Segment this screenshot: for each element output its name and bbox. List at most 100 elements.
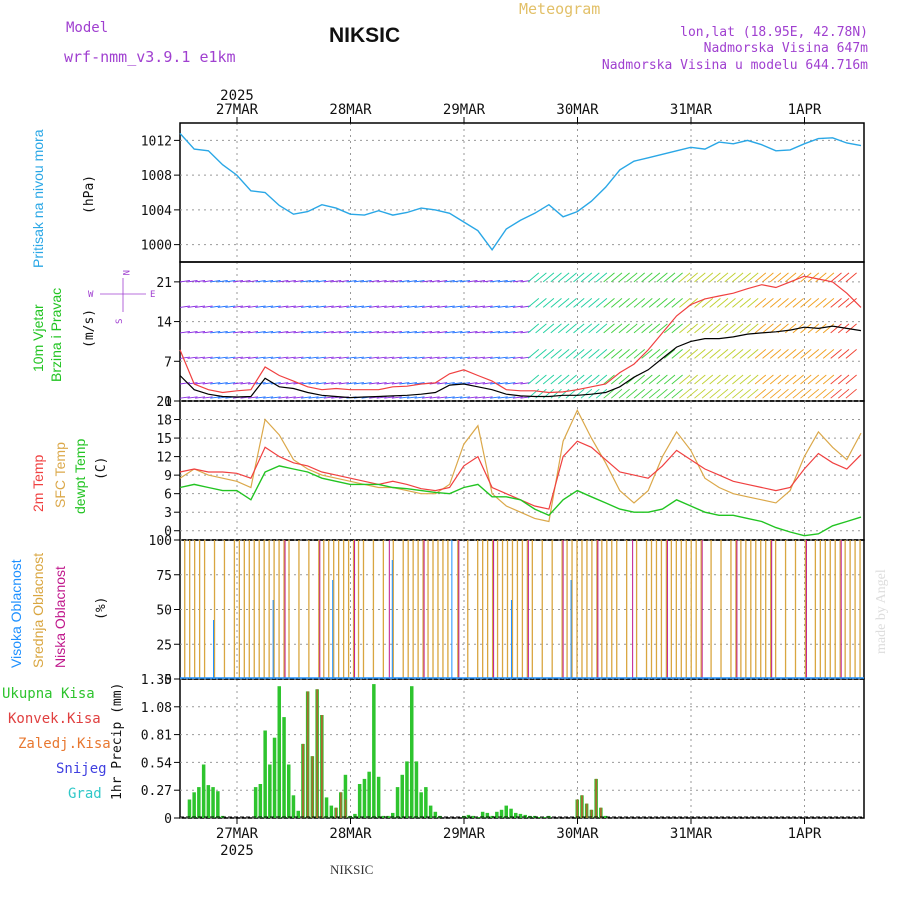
wind-barb (769, 349, 782, 359)
wind-barb (331, 280, 342, 283)
wind-barb (603, 374, 615, 385)
wind-barb (391, 396, 402, 399)
wind-barb (475, 305, 486, 308)
wind-barb (807, 374, 820, 385)
precip-total-bar (329, 805, 334, 818)
precip-total-bar (480, 811, 485, 818)
wind-barb (414, 382, 425, 385)
wind-barb (361, 305, 372, 308)
precip-total-bar (495, 811, 499, 818)
wind-barb (550, 323, 562, 334)
precip-total-bar (381, 815, 386, 818)
wind-barb (338, 280, 349, 283)
precip-total-bar (362, 778, 367, 818)
wind-barb (369, 382, 380, 385)
wind-barb (633, 349, 645, 359)
wind-barb (422, 331, 433, 334)
wind-barb (195, 331, 206, 334)
wind-barb (535, 298, 547, 308)
precip-total-bar (258, 784, 263, 818)
wind-barb (732, 323, 744, 334)
wind-barb (248, 396, 259, 399)
wind-barb (595, 374, 608, 385)
y-tick-label: 1.35 (141, 673, 172, 688)
wind-barb (565, 298, 577, 308)
y-tick-label: 6 (164, 488, 172, 503)
compass-s: S (115, 319, 125, 324)
wind-barb (701, 272, 714, 283)
wind-barb (278, 396, 289, 399)
wind-barb (664, 374, 676, 385)
wind-barb (747, 323, 759, 334)
wind-barb (633, 374, 645, 385)
precip-conv-bar (581, 795, 583, 818)
wind-barb (777, 298, 789, 308)
wind-barb (603, 349, 615, 359)
wind-barb (179, 331, 190, 334)
wind-barb (187, 396, 198, 399)
wind-barb (807, 388, 820, 399)
wind-barb (331, 305, 342, 308)
wind-barb (505, 305, 516, 308)
wind-barb (195, 396, 206, 399)
wind-barb (301, 356, 312, 359)
wind-barb (792, 374, 804, 385)
wind-barb (732, 374, 744, 385)
year-label-bottom: 2025 (220, 843, 254, 859)
wind-barb (467, 331, 478, 334)
wind-barb (558, 298, 570, 308)
wind-barb (648, 298, 661, 308)
precip-total-bar (282, 717, 286, 818)
wind-barb (384, 331, 395, 334)
wind-barb (391, 382, 402, 385)
wind-barb (195, 280, 206, 283)
y-tick-label: 15 (156, 432, 172, 447)
wind-barb (475, 280, 486, 283)
wind-barb (316, 280, 327, 283)
wind-barb (648, 349, 661, 359)
wind-barb (845, 349, 857, 359)
wind-barb (573, 349, 585, 359)
wind-barb (830, 298, 842, 308)
wind-barb (785, 323, 797, 334)
wind-barb (278, 382, 289, 385)
wind-barb (611, 272, 623, 283)
wind-barb (429, 396, 440, 399)
wind-barb (739, 272, 751, 283)
wind-barb (384, 356, 395, 359)
wind-barb (437, 305, 448, 308)
wind-barb (618, 349, 630, 359)
wind-barb (187, 280, 198, 283)
wind-barb (565, 388, 577, 399)
wind-barb (497, 305, 508, 308)
wind-barb (384, 396, 395, 399)
wind-barb (270, 356, 281, 359)
wind-barb (815, 272, 827, 283)
wind-barb (754, 298, 767, 308)
date-label-bottom: 27MAR (216, 826, 259, 842)
wind-barb (437, 382, 448, 385)
compass-n: N (120, 270, 130, 275)
wind-barb (316, 331, 327, 334)
wind-barb (285, 305, 296, 308)
date-label-bottom: 29MAR (443, 826, 486, 842)
wind-barb (248, 356, 259, 359)
precip-total-bar (376, 776, 381, 818)
wind-barb (369, 356, 380, 359)
wind-barb (353, 356, 364, 359)
wind-barb (694, 349, 706, 359)
wind-barb (232, 382, 243, 385)
legend-total-rain: Ukupna Kisa (2, 686, 95, 702)
wind-barb (308, 331, 319, 334)
precip-total-bar (296, 810, 300, 818)
wind-barb (588, 349, 600, 359)
wind-barb (785, 298, 797, 308)
wind-barb (376, 305, 387, 308)
wind-barb (490, 356, 501, 359)
wind-barb (422, 356, 433, 359)
wind-barb (459, 305, 470, 308)
wind-barb (475, 396, 486, 399)
wind-barb (838, 349, 850, 359)
panel-frame (179, 122, 865, 263)
precip-conv-bar (339, 792, 342, 818)
